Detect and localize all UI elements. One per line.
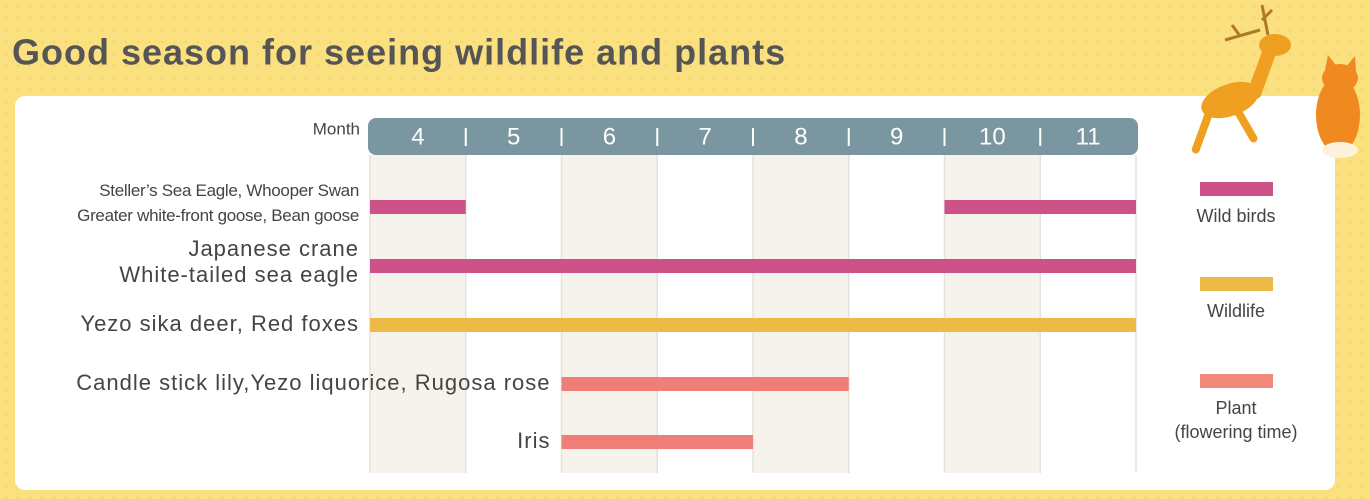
legend-label: Wild birds xyxy=(1196,206,1275,226)
bar xyxy=(944,200,1136,214)
chart-title: Good season for seeing wildlife and plan… xyxy=(12,32,786,73)
x-tick-label: 11 xyxy=(1076,123,1101,150)
row-label: White-tailed sea eagle xyxy=(119,262,359,287)
legend-label: Plant xyxy=(1215,398,1256,418)
legend-swatch xyxy=(1200,374,1273,388)
column-shade xyxy=(561,155,658,473)
x-tick-label: 7 xyxy=(698,123,711,150)
row-label: Japanese crane xyxy=(188,236,359,261)
x-tick-label: 6 xyxy=(603,123,616,150)
column-shade xyxy=(753,155,849,473)
x-tick-label: 9 xyxy=(890,123,903,150)
x-axis-label: Month xyxy=(313,119,360,138)
x-tick-label: 10 xyxy=(979,123,1006,150)
fox xyxy=(1316,55,1360,158)
row-label: Iris xyxy=(517,428,550,453)
x-tick-label: 5 xyxy=(507,123,520,150)
row-label: Steller’s Sea Eagle, Whooper Swan xyxy=(99,181,359,200)
deer xyxy=(1191,4,1291,154)
bar xyxy=(370,200,466,214)
row-label: Greater white-front goose, Bean goose xyxy=(77,206,359,225)
legend-label: (flowering time) xyxy=(1174,422,1297,442)
x-tick-label: 8 xyxy=(794,123,807,150)
bar xyxy=(561,377,849,391)
legend-swatch xyxy=(1200,182,1273,196)
x-tick-label: 4 xyxy=(411,123,424,150)
legend-swatch xyxy=(1200,277,1273,291)
bar xyxy=(370,318,1136,332)
legend-label: Wildlife xyxy=(1207,301,1265,321)
row-label: Yezo sika deer, Red foxes xyxy=(80,311,359,336)
bar xyxy=(561,435,753,449)
row-label: Candle stick lily,Yezo liquorice, Rugosa… xyxy=(76,370,550,395)
panel xyxy=(15,96,1335,490)
bar xyxy=(370,259,1136,273)
